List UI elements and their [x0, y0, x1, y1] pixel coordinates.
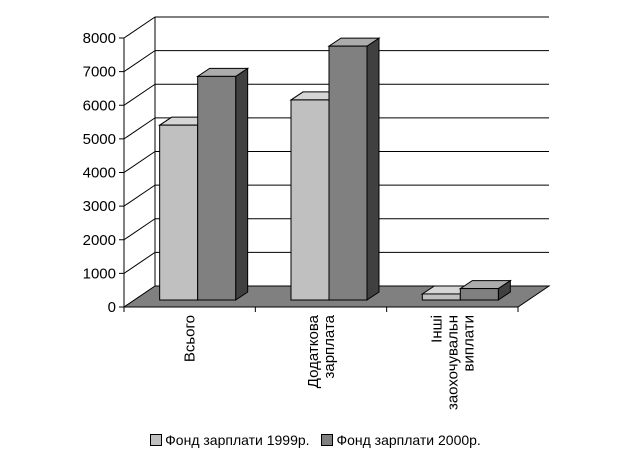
y-tick-label-6000: 6000: [83, 97, 116, 114]
y-tick-label-0: 0: [108, 299, 116, 316]
gridline-side-6000: [123, 83, 156, 106]
gridline-side-1000: [123, 251, 156, 274]
category-label-3-line-3: виплати: [460, 315, 477, 371]
bar-s1-c2: [290, 99, 330, 301]
category-label-2: Додатковазарплата: [305, 314, 338, 388]
gridline-side-2000: [123, 218, 156, 241]
category-label-2-line-2: зарплата: [321, 314, 338, 378]
category-label-3-line-1: Інші: [428, 315, 445, 343]
legend-swatch-series-1: [150, 434, 163, 446]
legend: Фонд зарплати 1999р. Фонд зарплати 2000р…: [0, 432, 631, 449]
bar-s1-c1: [159, 124, 199, 301]
legend-item-series-2: Фонд зарплати 2000р.: [321, 432, 481, 448]
gridline-side-4000: [123, 151, 156, 173]
gridline-side-8000: [123, 16, 156, 39]
y-tick-label-5000: 5000: [83, 131, 116, 148]
y-tick-label-3000: 3000: [83, 198, 116, 215]
bar-s1-c3: [421, 293, 461, 301]
legend-label-series-2: Фонд зарплати 2000р.: [336, 432, 481, 448]
category-label-3-line-2: заохочувальн: [444, 315, 461, 410]
gridline-side-3000: [123, 184, 156, 207]
y-tick-label-8000: 8000: [83, 30, 116, 47]
category-label-3: Іншізаохочувальнвиплати: [428, 315, 477, 410]
category-label-1-line-1: Всього: [182, 315, 199, 362]
y-tick-label-1000: 1000: [83, 265, 116, 282]
bar-side-s2-c2: [366, 37, 380, 301]
gridline-side-5000: [123, 117, 156, 140]
y-tick-label-2000: 2000: [83, 232, 116, 249]
legend-label-series-1: Фонд зарплати 1999р.: [165, 432, 310, 448]
category-label-1: Всього: [182, 315, 199, 362]
legend-item-series-1: Фонд зарплати 1999р.: [150, 432, 310, 448]
category-label-2-line-1: Додаткова: [305, 314, 322, 388]
gridline-side-7000: [123, 50, 156, 73]
bar-s2-c3: [459, 288, 499, 301]
legend-swatch-series-2: [321, 434, 334, 446]
y-tick-label-4000: 4000: [83, 165, 116, 182]
bar-side-s2-c1: [235, 67, 249, 301]
bar-s2-c2: [328, 45, 368, 301]
bar-s2-c1: [197, 75, 237, 301]
y-tick-label-7000: 7000: [83, 64, 116, 81]
